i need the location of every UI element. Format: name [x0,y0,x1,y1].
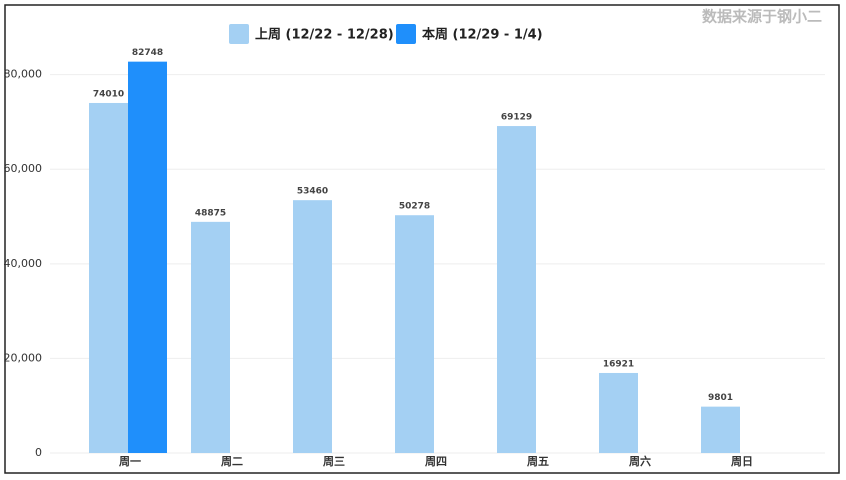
bar [395,215,434,453]
y-tick-label: 20,000 [4,351,43,364]
x-tick-label: 周四 [425,455,447,468]
value-label: 69129 [501,113,532,123]
bar [89,102,128,454]
value-label: 82748 [132,48,163,58]
x-tick-label: 周日 [731,455,753,468]
x-tick-label: 周五 [527,455,549,468]
x-tick-label: 周二 [221,455,243,468]
bar [701,406,740,453]
value-label: 50278 [399,202,430,212]
value-label: 16921 [603,359,634,369]
y-tick-label: 40,000 [4,257,43,270]
bar [599,372,638,453]
legend-swatch [396,24,416,44]
bar [497,126,536,454]
legend-label: 本周 (12/29 - 1/4) [422,27,543,43]
y-tick-label: 60,000 [4,162,43,175]
bar [128,61,167,453]
legend-label: 上周 (12/22 - 12/28) [255,28,394,43]
y-tick-label: 0 [35,446,42,459]
frame [4,4,840,474]
x-tick-label: 周一 [119,455,141,468]
value-label: 53460 [297,187,328,197]
bar [293,200,332,453]
x-tick-label: 周三 [323,455,345,468]
x-tick-label: 周六 [629,454,651,468]
bar [191,221,230,453]
value-label: 74010 [93,89,124,99]
value-label: 9801 [708,393,733,403]
source-note: 数据来源于钢小二 [702,8,822,26]
value-label: 48875 [195,208,226,218]
y-tick-label: 80,000 [4,68,43,81]
legend-swatch [229,24,249,44]
